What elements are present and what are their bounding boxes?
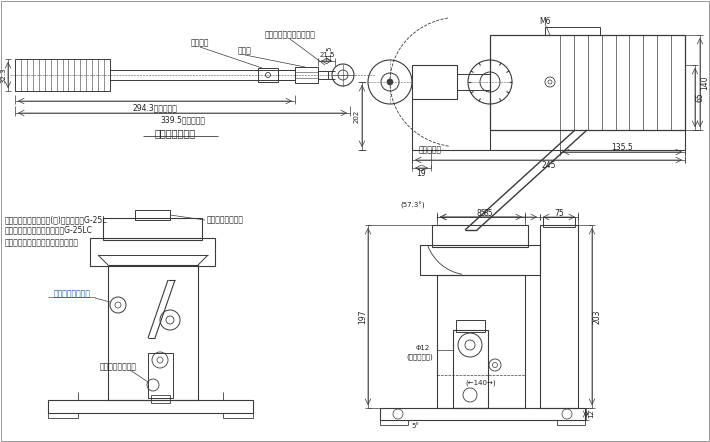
Bar [543,217,575,227]
Bar [545,27,600,35]
Text: ニッケルめっきタイプ：G-25LC: ニッケルめっきタイプ：G-25LC [5,225,93,234]
Text: ストッパ: ストッパ [191,38,209,47]
Bar [318,71,328,79]
Bar [48,413,78,418]
Bar [453,330,488,408]
Circle shape [387,79,393,85]
Text: 294.3（最短長）: 294.3（最短長） [133,103,178,113]
Text: 21.5: 21.5 [320,52,334,58]
Text: 32.3: 32.3 [0,67,6,83]
Bar [135,210,170,220]
Text: 12: 12 [588,410,594,419]
Text: 21.5: 21.5 [327,45,333,61]
Bar [432,225,528,247]
Bar [223,413,253,418]
Bar [380,420,408,425]
Bar [15,59,110,91]
Text: 135.5: 135.5 [611,144,633,152]
Text: 5°: 5° [411,423,419,429]
Text: 202: 202 [354,109,360,122]
Bar [151,395,170,403]
Text: 19: 19 [417,168,426,178]
Bar [110,70,295,80]
Text: リリーススクリュ差込口: リリーススクリュ差込口 [265,30,315,39]
Bar [90,238,215,266]
Text: 注１．型式　標準塗装(赤)タイプ　：G-25L: 注１．型式 標準塗装(赤)タイプ ：G-25L [5,215,107,224]
Bar [148,353,173,398]
Text: 197: 197 [359,309,368,324]
Text: 203: 203 [593,309,601,324]
Text: 伸縮式: 伸縮式 [238,46,252,56]
Text: 75: 75 [554,209,564,217]
Text: 操作レバー差込口: 操作レバー差込口 [207,216,244,225]
Text: オイルフィリング: オイルフィリング [53,290,90,298]
Bar [420,245,540,275]
Bar [48,400,253,413]
Bar [457,74,490,90]
Text: Φ12: Φ12 [416,345,430,351]
Bar [103,218,202,240]
Bar [278,70,295,80]
Text: レバー回転: レバー回転 [418,145,442,155]
Bar [540,225,578,408]
Bar [258,68,278,82]
Text: 専用操作レバー: 専用操作レバー [155,128,195,138]
Bar [412,65,457,99]
Bar [557,420,585,425]
Bar [295,67,318,83]
Bar [490,35,685,130]
Text: リリーススクリュ: リリーススクリュ [99,362,136,371]
Text: M6: M6 [540,16,551,26]
Bar [108,265,198,400]
Text: (57.3°): (57.3°) [400,202,425,209]
Text: ２．専用操作レバーが付属します。: ２．専用操作レバーが付属します。 [5,238,79,247]
Text: (ピストン径): (ピストン径) [407,354,433,360]
Text: (←140→): (←140→) [466,380,496,386]
Bar [380,408,585,420]
Text: 339.5（最伸長）: 339.5（最伸長） [160,115,205,125]
Bar [456,320,485,332]
Text: 85: 85 [476,209,486,217]
Text: 85: 85 [484,209,493,217]
Text: 245: 245 [541,160,556,169]
Text: 65: 65 [696,93,704,103]
Text: 140: 140 [701,75,709,90]
Bar [437,275,525,408]
